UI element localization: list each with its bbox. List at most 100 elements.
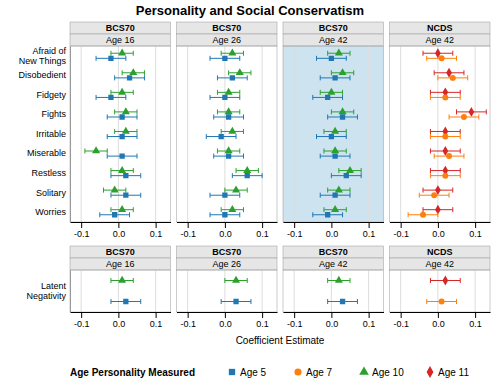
tick-label: -0.1 (74, 319, 90, 329)
series (85, 49, 145, 213)
tick-label: 0.1 (469, 229, 482, 239)
grid-line (368, 270, 369, 312)
tick: 0.1 (150, 312, 163, 329)
error-bar (221, 299, 251, 304)
tick-label: Worries (35, 207, 66, 217)
point (230, 75, 235, 80)
point (118, 49, 126, 56)
tick-label: -0.1 (393, 229, 409, 239)
strip-label: BCS70 (212, 247, 241, 257)
tick: 0.0 (113, 312, 126, 329)
panel: BCS70Age 16-0.10.00.1Afraid ofNew Things… (18, 22, 171, 239)
strip-label: Age 42 (319, 259, 348, 269)
grid-line (224, 270, 225, 312)
tick-mark (331, 222, 332, 228)
tick-mark (156, 222, 157, 228)
legend-label: Age 10 (372, 367, 404, 378)
point (127, 75, 132, 80)
tick-label: 0.0 (219, 229, 232, 239)
tick-mark (438, 222, 439, 228)
tick-label: Irritable (36, 129, 66, 139)
point (225, 146, 233, 153)
point (332, 153, 337, 158)
error-bar (313, 212, 343, 217)
tick: -0.1 (180, 222, 196, 239)
plot-frame (177, 46, 278, 222)
strip-label: NCDS (427, 247, 453, 257)
strip-label: Age 16 (106, 35, 135, 45)
panel-background (390, 46, 491, 222)
y-axis: LatentNegativity (26, 271, 70, 313)
point (225, 88, 233, 95)
plot-frame (70, 270, 171, 312)
panel-background (283, 46, 384, 222)
error-bar (317, 134, 347, 139)
point (108, 95, 113, 100)
legend-marker (427, 366, 434, 378)
tick: 0.1 (469, 222, 482, 239)
point (442, 134, 448, 140)
grid-line (294, 46, 295, 222)
grid-line (155, 270, 156, 312)
grid-line (118, 270, 119, 312)
strip (390, 246, 491, 258)
tick-mark (118, 222, 119, 228)
legend-label: Age 5 (240, 367, 267, 378)
strip (283, 22, 384, 34)
error-bar (214, 114, 244, 119)
tick: -0.1 (287, 222, 303, 239)
point (108, 56, 113, 61)
strip-label: BCS70 (319, 247, 348, 257)
strip-label: BCS70 (319, 23, 348, 33)
tick-label: 0.0 (113, 319, 126, 329)
tick-mark (188, 222, 189, 228)
error-bar (111, 173, 141, 178)
error-bar (434, 154, 464, 159)
error-bar (430, 95, 460, 100)
tick-mark (262, 222, 263, 228)
tick-mark (262, 312, 263, 318)
point (228, 127, 236, 134)
plot-frame (283, 270, 384, 312)
tick-label: -0.1 (287, 229, 303, 239)
grid-line (400, 270, 401, 312)
tick-label: Miserable (27, 148, 66, 158)
panel: BCS70Age 26-0.10.00.1 (177, 246, 278, 329)
point (245, 173, 250, 178)
legend: Age Personality MeasuredAge 5Age 7Age 10… (70, 366, 469, 378)
point (420, 212, 426, 218)
error-bar (438, 75, 468, 80)
tick-label: Disobedient (18, 70, 66, 80)
error-bar (320, 75, 350, 80)
panel: BCS70Age 42-0.10.00.1 (283, 22, 384, 239)
point (446, 153, 452, 159)
error-bar (96, 95, 126, 100)
tick-mark (225, 312, 226, 318)
tick-mark (475, 222, 476, 228)
point (232, 185, 240, 192)
tick: Irritable (36, 129, 66, 139)
error-bar (320, 193, 350, 198)
x-axis: -0.10.00.1 (390, 312, 491, 329)
point (442, 276, 448, 286)
x-axis: -0.10.00.1 (284, 312, 385, 329)
point (346, 166, 354, 173)
tick: Fights (41, 109, 66, 119)
error-bar (107, 134, 137, 139)
series (206, 56, 262, 218)
tick-mark (475, 312, 476, 318)
tick: -0.1 (287, 312, 303, 329)
point (122, 107, 130, 114)
tick: 0.0 (219, 312, 232, 329)
point (233, 299, 238, 304)
marks (328, 276, 358, 304)
tick-label: -0.1 (393, 319, 409, 329)
series (408, 55, 479, 217)
error-bar (107, 114, 137, 119)
error-bar (313, 95, 343, 100)
error-bar (328, 114, 358, 119)
point (119, 114, 124, 119)
point (439, 299, 445, 305)
tick: Afraid ofNew Things (19, 46, 67, 66)
tick: Miserable (27, 148, 66, 158)
